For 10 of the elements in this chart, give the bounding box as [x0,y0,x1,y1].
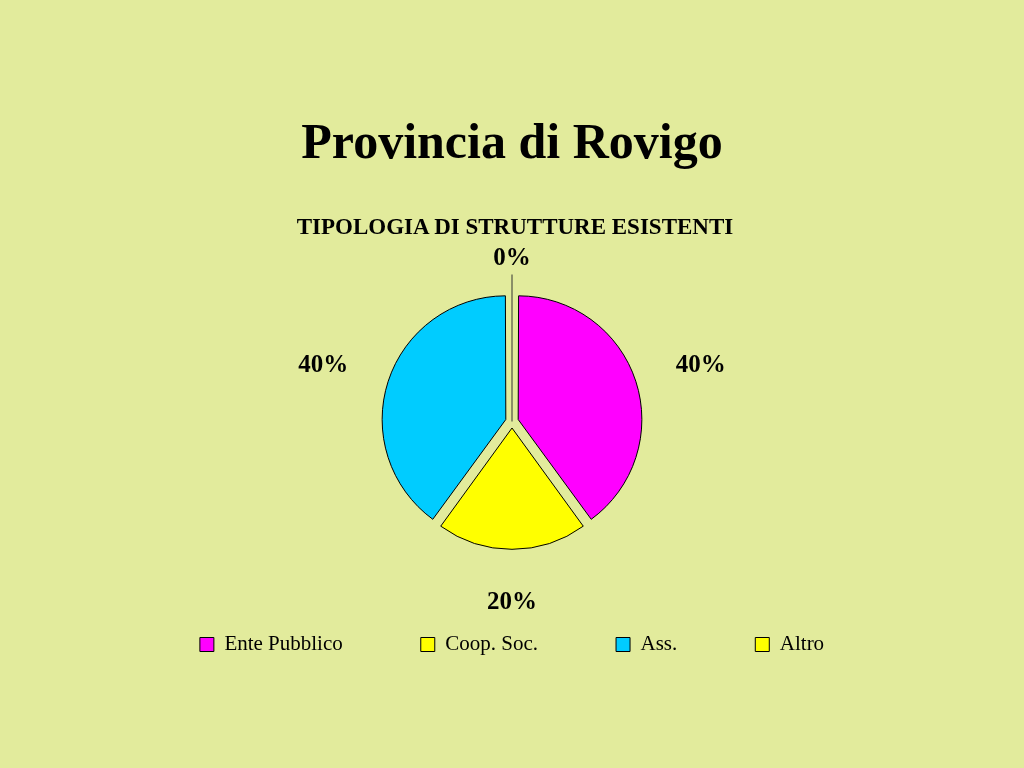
legend-label: Ente Pubblico [224,631,343,656]
legend-label: Coop. Soc. [445,631,539,656]
chart-subtitle: TIPOLOGIA DI STRUTTURE ESISTENTI [295,214,735,240]
text: 0% [493,242,531,270]
legend-label: Ass. [640,631,678,656]
data-label: 40% [675,350,726,378]
chart-title: Provincia di Rovigo [300,112,724,170]
data-label: 40% [298,350,349,378]
legend-label: Altro [779,631,825,656]
data-label: 20% [487,586,537,614]
